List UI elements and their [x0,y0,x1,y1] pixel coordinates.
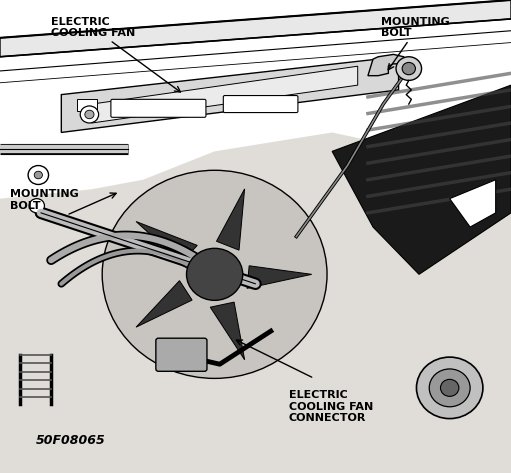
Polygon shape [210,302,245,360]
Circle shape [28,166,49,184]
Text: ELECTRIC
COOLING FAN
CONNECTOR: ELECTRIC COOLING FAN CONNECTOR [289,390,373,423]
Polygon shape [332,85,511,274]
Text: MOUNTING
BOLT: MOUNTING BOLT [10,189,79,211]
Text: ELECTRIC
COOLING FAN: ELECTRIC COOLING FAN [51,17,135,38]
Polygon shape [368,54,404,76]
Polygon shape [0,0,511,57]
Circle shape [85,110,94,119]
Circle shape [396,57,422,80]
FancyBboxPatch shape [111,99,206,117]
Text: 50F08065: 50F08065 [36,434,105,447]
Circle shape [440,379,459,396]
FancyBboxPatch shape [156,338,207,371]
Circle shape [429,369,470,407]
Polygon shape [136,280,192,327]
Circle shape [34,171,42,179]
FancyBboxPatch shape [223,96,298,113]
Polygon shape [450,180,496,227]
Polygon shape [0,132,511,473]
Circle shape [29,199,44,213]
Polygon shape [136,221,197,263]
Circle shape [80,106,99,123]
Polygon shape [92,66,358,123]
Circle shape [416,357,483,419]
Circle shape [187,248,243,300]
Circle shape [402,62,415,75]
Text: MOUNTING
BOLT: MOUNTING BOLT [381,17,450,38]
Polygon shape [217,189,245,250]
Bar [77,99,97,111]
Polygon shape [61,57,399,132]
Polygon shape [247,266,312,289]
Circle shape [102,170,327,378]
